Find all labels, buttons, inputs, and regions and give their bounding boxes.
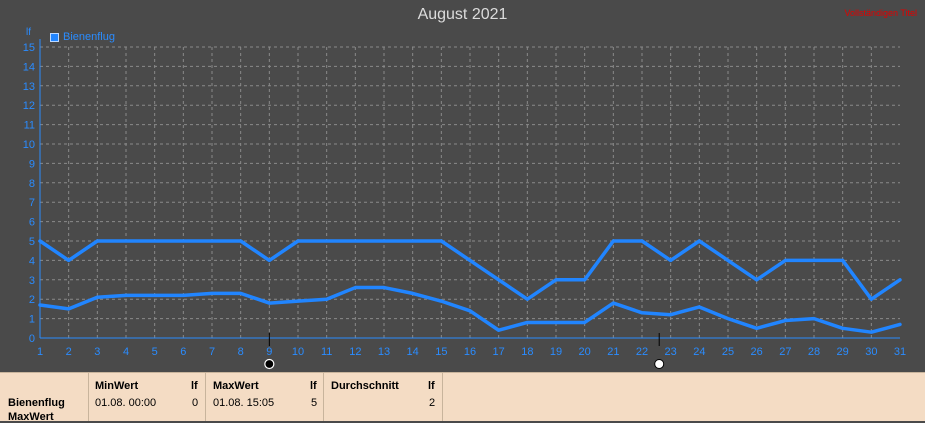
x-tick-label: 16	[464, 346, 476, 358]
x-tick-label: 4	[123, 346, 129, 358]
y-tick-label: 11	[24, 120, 35, 132]
corner-note[interactable]: Vollständigen Titel	[844, 8, 917, 18]
x-tick-label: 9	[266, 346, 272, 358]
x-tick-label: 5	[152, 346, 158, 358]
y-tick-label: 1	[29, 314, 35, 326]
x-tick-label: 22	[636, 346, 648, 358]
y-tick-label: 3	[29, 275, 35, 287]
legend-label: Bienenflug	[63, 31, 115, 43]
x-tick-label: 26	[751, 346, 763, 358]
y-tick-label: 15	[23, 42, 35, 54]
y-axis-unit: lf	[26, 27, 31, 38]
y-tick-label: 13	[23, 81, 35, 93]
x-tick-label: 10	[292, 346, 304, 358]
legend: Bienenflug	[50, 31, 115, 43]
x-tick-label: 31	[894, 346, 906, 358]
stats-avg-header: Durchschnitt	[331, 380, 399, 392]
x-tick-label: 24	[693, 346, 705, 358]
x-tick-label: 1	[37, 346, 43, 358]
x-tick-label: 17	[493, 346, 505, 358]
y-tick-label: 10	[23, 139, 35, 151]
stats-panel: Bienenflug MaxWert MinWert lf 01.08. 00:…	[0, 372, 925, 423]
x-tick-label: 29	[837, 346, 849, 358]
stats-row-label: Bienenflug	[8, 397, 65, 409]
y-tick-label: 14	[23, 61, 35, 73]
chart-area: 0 1 2 3 4 5 6 7 8 9 10 11 12 13 14 15 1 2 3 4 5 6 7 8 9 10 11 12 13 1…	[22, 6, 917, 370]
x-tick-label: 28	[808, 346, 820, 358]
x-tick-label: 20	[579, 346, 591, 358]
new-moon-icon	[264, 358, 275, 370]
x-tick-label: 8	[238, 346, 244, 358]
chart-title: August 2021	[417, 6, 508, 23]
x-tick-label: 18	[521, 346, 533, 358]
stats-avg-column: Durchschnitt lf 2	[323, 373, 443, 421]
x-tick-label: 7	[209, 346, 215, 358]
y-tick-label: 9	[29, 158, 35, 170]
y-tick-label: 2	[29, 294, 35, 306]
y-tick-label: 0	[29, 333, 35, 345]
x-tick-label: 13	[378, 346, 390, 358]
series-line-max	[38, 239, 902, 301]
stats-min-unit: lf	[191, 380, 198, 392]
x-tick-label: 11	[321, 346, 332, 358]
x-tick-label: 12	[349, 346, 361, 358]
x-tick-label: 25	[722, 346, 734, 358]
y-tick-label: 7	[29, 197, 35, 209]
stats-min-value: 0	[192, 397, 199, 409]
series-line-average	[38, 285, 902, 334]
stats-min-column: MinWert lf 01.08. 00:00 0	[88, 373, 206, 421]
x-tick-label: 6	[180, 346, 186, 358]
stats-min-time: 01.08. 00:00	[95, 397, 157, 409]
stats-max-value: 5	[311, 397, 318, 409]
stats-max-header: MaxWert	[213, 380, 259, 392]
stats-max-column: MaxWert lf 01.08. 15:05 5	[205, 373, 324, 421]
x-tick-label: 14	[407, 346, 419, 358]
x-tick-label: 19	[550, 346, 562, 358]
x-tick-label: 30	[865, 346, 877, 358]
stats-avg-unit: lf	[428, 380, 435, 392]
x-tick-label: 2	[66, 346, 72, 358]
x-tick-label: 15	[435, 346, 447, 358]
x-tick-label: 3	[94, 346, 100, 358]
y-tick-label: 8	[29, 178, 35, 190]
stats-avg-value: 2	[429, 397, 436, 409]
stats-min-header: MinWert	[95, 380, 139, 392]
y-tick-label: 12	[23, 100, 35, 112]
x-tick-label: 23	[665, 346, 677, 358]
y-tick-label: 6	[29, 217, 35, 229]
y-tick-label: 5	[29, 236, 35, 248]
stats-row-label-2: MaxWert	[8, 411, 54, 423]
legend-swatch	[50, 32, 59, 42]
x-tick-label: 21	[607, 346, 619, 358]
x-tick-label: 27	[779, 346, 791, 358]
y-tick-label: 4	[29, 255, 35, 267]
stats-max-time: 01.08. 15:05	[213, 397, 275, 409]
full-moon-icon	[654, 359, 665, 369]
stats-max-unit: lf	[310, 380, 317, 392]
